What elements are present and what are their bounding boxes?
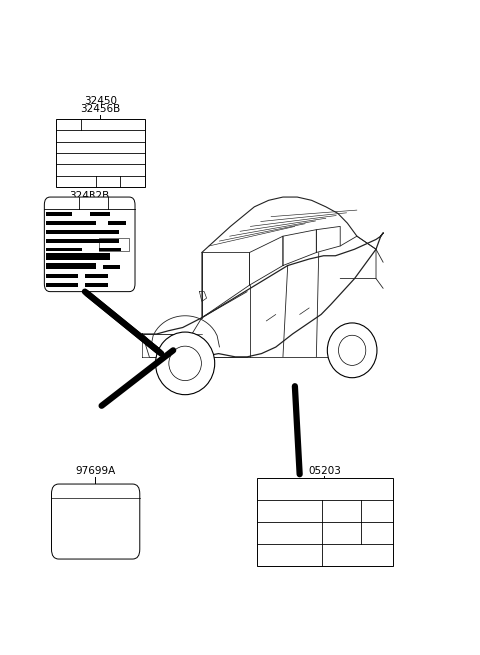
Bar xyxy=(257,477,393,565)
Bar xyxy=(90,212,109,216)
Bar xyxy=(46,239,119,243)
Text: 32450: 32450 xyxy=(84,96,117,105)
Text: 32456B: 32456B xyxy=(80,104,120,114)
Text: 32432B: 32432B xyxy=(70,191,110,201)
FancyBboxPatch shape xyxy=(51,484,140,559)
Bar xyxy=(108,221,126,225)
Bar xyxy=(99,248,121,252)
Bar xyxy=(46,253,109,260)
Bar xyxy=(56,119,144,187)
Ellipse shape xyxy=(169,346,202,381)
Bar xyxy=(46,263,96,269)
Bar xyxy=(46,248,83,252)
Bar xyxy=(46,230,119,234)
Ellipse shape xyxy=(338,335,366,365)
Ellipse shape xyxy=(156,332,215,395)
Bar xyxy=(99,238,129,252)
Bar xyxy=(85,274,108,278)
Bar xyxy=(103,265,120,269)
Bar xyxy=(85,283,108,287)
Ellipse shape xyxy=(327,323,377,378)
FancyBboxPatch shape xyxy=(44,197,135,291)
Text: 97699A: 97699A xyxy=(75,466,116,476)
Text: 05203: 05203 xyxy=(308,466,341,476)
Bar xyxy=(46,283,78,287)
Bar xyxy=(46,212,72,216)
Bar xyxy=(46,221,96,225)
Bar xyxy=(46,274,78,278)
